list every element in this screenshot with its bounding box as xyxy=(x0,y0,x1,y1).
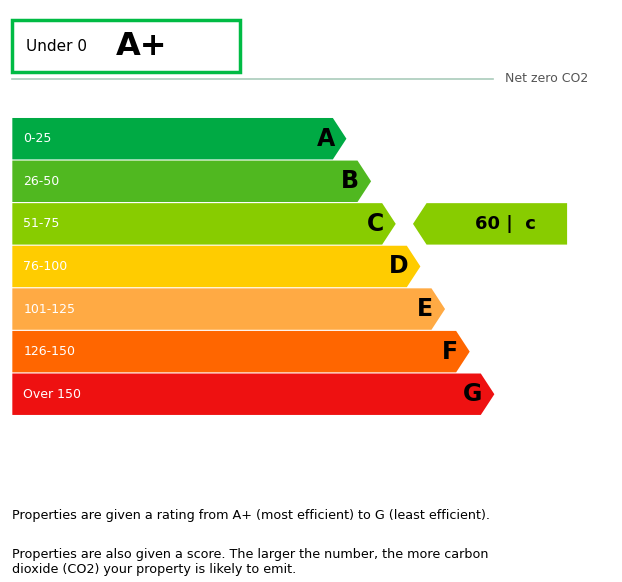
Text: 60 |  c: 60 | c xyxy=(475,215,536,233)
Text: E: E xyxy=(417,297,434,321)
Text: 0-25: 0-25 xyxy=(24,132,52,145)
Text: 26-50: 26-50 xyxy=(24,175,60,188)
Text: 76-100: 76-100 xyxy=(24,260,68,273)
Text: Net zero CO2: Net zero CO2 xyxy=(506,72,588,86)
Text: 101-125: 101-125 xyxy=(24,303,75,315)
Text: 51-75: 51-75 xyxy=(24,217,60,230)
Text: A+: A+ xyxy=(116,30,167,62)
Polygon shape xyxy=(12,246,420,287)
Text: 126-150: 126-150 xyxy=(24,345,75,358)
Text: F: F xyxy=(442,340,458,364)
Text: A: A xyxy=(317,127,335,151)
Polygon shape xyxy=(12,118,346,159)
Text: G: G xyxy=(463,382,483,406)
Polygon shape xyxy=(12,161,371,202)
Text: C: C xyxy=(367,212,384,236)
Polygon shape xyxy=(12,331,470,372)
Text: Over 150: Over 150 xyxy=(24,388,81,401)
Text: B: B xyxy=(341,169,360,193)
Text: Properties are also given a score. The larger the number, the more carbon
dioxid: Properties are also given a score. The l… xyxy=(12,548,489,576)
Polygon shape xyxy=(12,374,494,415)
Polygon shape xyxy=(12,288,445,330)
Text: Under 0: Under 0 xyxy=(26,38,87,54)
Text: Properties are given a rating from A+ (most efficient) to G (least efficient).: Properties are given a rating from A+ (m… xyxy=(12,509,490,522)
FancyBboxPatch shape xyxy=(12,20,240,72)
Text: D: D xyxy=(389,254,409,278)
Polygon shape xyxy=(12,203,396,244)
Polygon shape xyxy=(413,203,567,244)
